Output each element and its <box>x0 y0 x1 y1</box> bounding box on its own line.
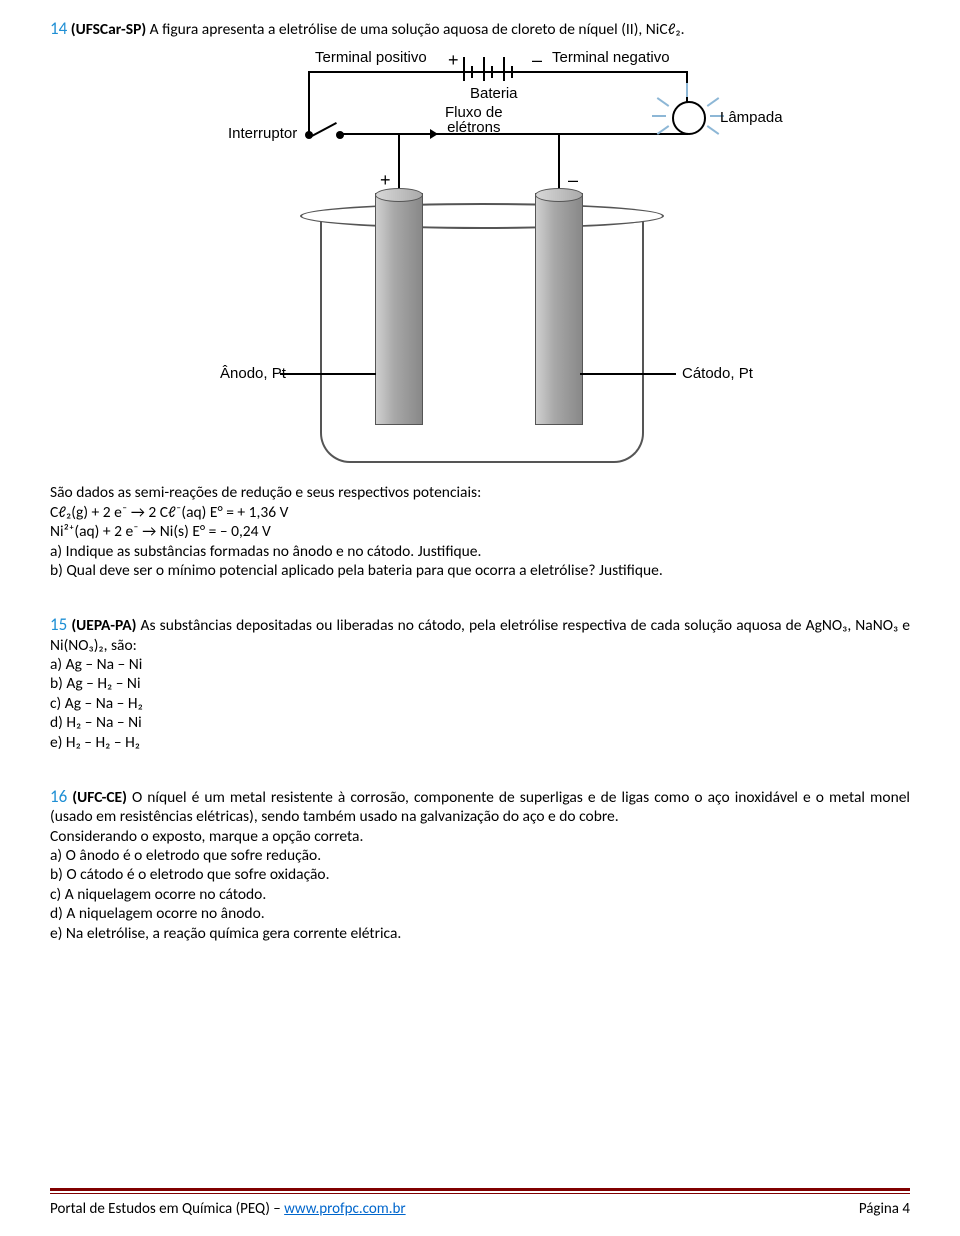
lamp-ray <box>707 126 720 136</box>
wire <box>558 133 560 193</box>
question-14-number: 14 <box>50 18 67 39</box>
option-e: e) Na eletrólise, a reação química gera … <box>50 924 910 943</box>
label-electron-flow: Fluxo de elétrons <box>445 105 503 135</box>
footer-left: Portal de Estudos em Química (PEQ) – www… <box>50 1200 406 1218</box>
electrolysis-diagram: Terminal positivo + – Terminal negativo … <box>220 43 740 473</box>
lamp-icon <box>672 101 706 135</box>
question-16-number: 16 <box>50 786 67 807</box>
question-15-source: (UEPA-PA) <box>71 616 136 635</box>
wire <box>558 133 688 135</box>
option-d: d) H₂ – Na – Ni <box>50 713 910 732</box>
question-14-eq2: Ni²⁺(aq) + 2 e⁻ → Ni(s) E° = – 0,24 V <box>50 522 910 541</box>
question-14-item-a: a) Indique as substâncias formadas no ân… <box>50 542 910 561</box>
question-14-intro: São dados as semi-reações de redução e s… <box>50 483 910 502</box>
question-15-options: a) Ag – Na – Ni b) Ag – H₂ – Ni c) Ag – … <box>50 655 910 752</box>
question-15-header: 15 (UEPA-PA) As substâncias depositadas … <box>50 614 910 655</box>
lamp-ray <box>652 115 666 117</box>
beaker <box>320 213 644 463</box>
option-b: b) Ag – H₂ – Ni <box>50 674 910 693</box>
lamp-ray <box>657 98 670 108</box>
page-footer: Portal de Estudos em Química (PEQ) – www… <box>50 1188 910 1218</box>
question-15-number: 15 <box>50 614 67 635</box>
option-a: a) O ânodo é o eletrodo que sofre reduçã… <box>50 846 910 865</box>
label-cathode: Cátodo, Pt <box>682 365 753 384</box>
question-14-header: 14 (UFSCar-SP) A figura apresenta a elet… <box>50 18 910 39</box>
leader-line <box>580 373 676 375</box>
leader-line <box>280 373 376 375</box>
question-16-options: a) O ânodo é o eletrodo que sofre reduçã… <box>50 846 910 943</box>
question-14-eq1: Cℓ₂(g) + 2 e⁻ → 2 Cℓ⁻(aq) E° = + 1,36 V <box>50 503 910 522</box>
question-14: 14 (UFSCar-SP) A figura apresenta a elet… <box>50 18 910 580</box>
label-plus: + <box>448 49 459 72</box>
question-15-stem: As substâncias depositadas ou liberadas … <box>50 616 910 654</box>
label-terminal-negative: Terminal negativo <box>552 49 670 68</box>
anode-electrode <box>375 193 423 425</box>
label-switch: Interruptor <box>228 125 297 144</box>
question-16-source: (UFC-CE) <box>72 788 127 807</box>
wire <box>398 133 400 193</box>
label-lamp: Lâmpada <box>720 109 783 128</box>
option-c: c) Ag – Na – H₂ <box>50 694 910 713</box>
label-minus: – <box>532 49 542 72</box>
wire <box>308 71 310 113</box>
question-16-line2: Considerando o exposto, marque a opção c… <box>50 827 910 846</box>
electron-flow-arrow-icon <box>430 129 438 139</box>
option-b: b) O cátodo é o eletrodo que sofre oxida… <box>50 865 910 884</box>
footer-text: Portal de Estudos em Química (PEQ) – <box>50 1200 284 1218</box>
option-e: e) H₂ – H₂ – H₂ <box>50 733 910 752</box>
footer-rule <box>50 1188 910 1191</box>
footer-rule <box>50 1193 910 1194</box>
lamp-ray <box>686 83 688 97</box>
cathode-electrode <box>535 193 583 425</box>
question-14-source: (UFSCar-SP) <box>71 20 146 39</box>
option-a: a) Ag – Na – Ni <box>50 655 910 674</box>
question-16: 16 (UFC-CE) O níquel é um metal resisten… <box>50 786 910 943</box>
question-14-stem: A figura apresenta a eletrólise de uma s… <box>150 20 685 39</box>
option-c: c) A niquelagem ocorre no cátodo. <box>50 885 910 904</box>
question-16-stem: O níquel é um metal resistente à corrosã… <box>50 788 910 826</box>
lamp-ray <box>707 98 720 108</box>
option-d: d) A niquelagem ocorre no ânodo. <box>50 904 910 923</box>
question-15: 15 (UEPA-PA) As substâncias depositadas … <box>50 614 910 752</box>
question-14-item-b: b) Qual deve ser o mínimo potencial apli… <box>50 561 910 580</box>
label-battery: Bateria <box>470 85 518 104</box>
question-16-header: 16 (UFC-CE) O níquel é um metal resisten… <box>50 786 910 827</box>
battery-icon <box>460 57 516 81</box>
footer-page-number: Página 4 <box>859 1200 910 1218</box>
label-terminal-positive: Terminal positivo <box>315 49 427 68</box>
wire <box>340 133 400 135</box>
label-anode: Ânodo, Pt <box>220 365 286 384</box>
switch-arm <box>310 122 337 138</box>
footer-link[interactable]: www.profpc.com.br <box>284 1200 406 1218</box>
